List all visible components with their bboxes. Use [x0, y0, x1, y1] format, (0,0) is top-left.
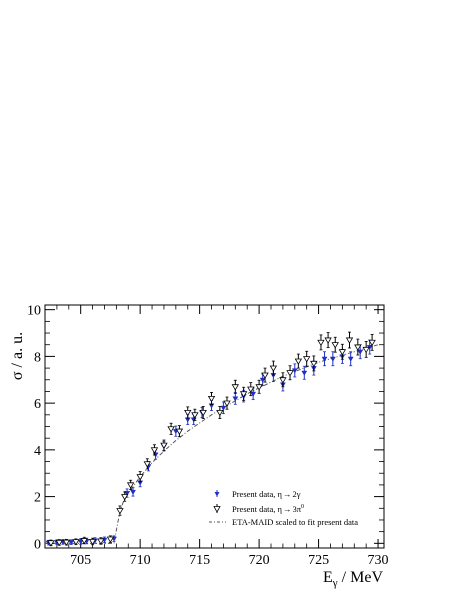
data-point-eta-2gamma [77, 538, 84, 545]
y-tick-label: 10 [27, 304, 41, 319]
data-point-eta-2gamma [124, 488, 131, 498]
data-point-eta-3pi0 [231, 379, 240, 394]
x-tick-label: 715 [189, 553, 210, 568]
data-point-eta-2gamma [347, 351, 354, 367]
data-point-eta-3pi0 [80, 536, 88, 545]
y-tick-label: 0 [34, 537, 41, 552]
model-curve-layer [45, 344, 379, 544]
legend-marker-eta-3pi0 [213, 504, 221, 513]
x-axis-label-subscript: γ [332, 577, 338, 589]
x-tick-label: 720 [249, 553, 270, 568]
data-point-eta-3pi0 [72, 538, 80, 546]
data-point-eta-3pi0 [239, 386, 248, 401]
legend-marker-eta-2gamma [214, 490, 220, 497]
y-tick-label: 6 [34, 397, 41, 412]
plot-frame [44, 304, 385, 549]
data-point-eta-3pi0 [199, 406, 207, 419]
data-point-eta-3pi0 [55, 539, 63, 547]
data-point-eta-3pi0 [88, 537, 97, 546]
data-point-eta-3pi0 [269, 360, 278, 376]
data-point-eta-3pi0 [160, 439, 168, 451]
data-point-eta-3pi0 [62, 538, 71, 546]
data-point-eta-3pi0 [167, 422, 175, 435]
data-point-eta-3pi0 [354, 338, 362, 356]
x-axis-label: Eγ / MeV [323, 569, 383, 589]
data-point-eta-3pi0 [294, 353, 303, 369]
y-tick-label: 8 [34, 350, 41, 365]
x-tick-label: 730 [368, 553, 389, 568]
data-point-eta-3pi0 [261, 367, 269, 383]
data-point-eta-3pi0 [207, 391, 216, 405]
data-point-eta-3pi0 [286, 365, 294, 381]
data-point-eta-2gamma [232, 392, 239, 405]
x-tick-label: 705 [70, 553, 91, 568]
x-axis-label-main: E [323, 569, 333, 586]
eta-maid-curve [45, 344, 379, 544]
data-point-eta-3pi0 [368, 334, 376, 351]
data-point-eta-3pi0 [143, 458, 151, 470]
data-point-eta-3pi0 [302, 350, 311, 367]
data-point-eta-3pi0 [223, 396, 231, 410]
data-point-eta-3pi0 [317, 334, 325, 351]
data-point-eta-3pi0 [310, 355, 318, 372]
data-point-eta-3pi0 [216, 406, 224, 419]
data-point-eta-3pi0 [175, 425, 184, 438]
legend: Present data, η→2γ Present data, η→3π0 E… [209, 489, 358, 527]
data-point-eta-3pi0 [136, 471, 144, 483]
data-point-eta-3pi0 [191, 408, 199, 421]
data-point-eta-2gamma [321, 351, 328, 367]
data-point-eta-3pi0 [150, 444, 159, 456]
y-tick-label: 4 [34, 444, 41, 459]
axis-ticks: 705 710 715 720 725 730 0 2 4 6 8 10 [27, 304, 389, 568]
legend-label-eta-3pi0: Present data, η→3π0 [232, 504, 304, 514]
data-point-eta-3pi0 [116, 505, 124, 516]
data-point-eta-2gamma [259, 373, 266, 387]
data-point-eta-3pi0 [120, 491, 129, 502]
data-point-eta-3pi0 [47, 539, 55, 547]
data-point-eta-3pi0 [106, 535, 115, 543]
data-point-eta-3pi0 [279, 372, 287, 388]
data-point-eta-2gamma [220, 401, 227, 415]
data-point-eta-2gamma [291, 363, 298, 378]
data-point-eta-3pi0 [345, 331, 354, 349]
x-axis-label-unit: / MeV [338, 569, 384, 586]
data-point-eta-3pi0 [362, 341, 370, 358]
data-point-eta-2gamma [329, 351, 336, 367]
data-point-eta-3pi0 [97, 537, 105, 545]
data-point-eta-2gamma [68, 539, 75, 546]
y-axis-label: σ / a. u. [9, 332, 26, 380]
data-point-eta-3pi0 [331, 336, 339, 353]
x-tick-label: 725 [308, 553, 329, 568]
data-point-eta-3pi0 [184, 406, 192, 419]
data-point-eta-3pi0 [255, 379, 263, 394]
legend-label-eta-maid: ETA-MAID scaled to fit present data [232, 517, 358, 527]
data-point-eta-3pi0 [126, 479, 135, 490]
data-point-eta-3pi0 [324, 332, 332, 348]
legend-label-eta-2gamma: Present data, η→2γ [232, 489, 301, 499]
x-tick-label: 710 [130, 553, 151, 568]
y-tick-label: 2 [34, 491, 41, 506]
data-points-layer [45, 331, 376, 547]
data-point-eta-3pi0 [247, 382, 255, 397]
data-point-eta-3pi0 [338, 343, 347, 360]
data-point-eta-2gamma [130, 487, 136, 497]
